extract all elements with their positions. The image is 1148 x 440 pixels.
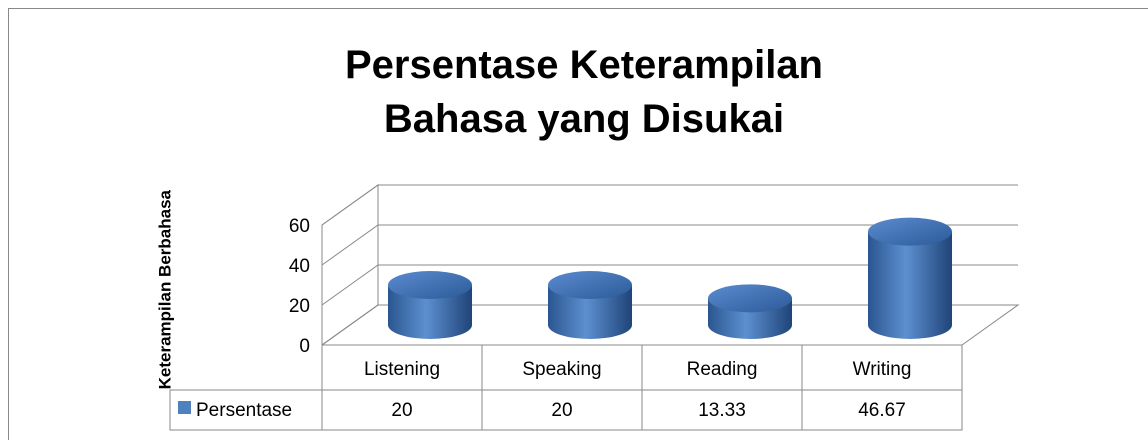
- grid-line: [321, 224, 1018, 266]
- table-cell: [801, 389, 963, 431]
- cylinder-top: [708, 284, 792, 313]
- legend-label: Persentase: [196, 400, 292, 421]
- x-tick-label: Listening: [364, 359, 440, 380]
- cylinder-top: [868, 217, 952, 246]
- cylinder: [388, 285, 472, 339]
- y-tick-label: 40: [289, 256, 310, 277]
- legend-key: [178, 401, 191, 414]
- chart-border: [8, 8, 1148, 440]
- chart-title: Persentase Keterampilan Bahasa yang Disu…: [344, 43, 823, 141]
- grid-line: [321, 304, 1018, 346]
- cylinder: [868, 231, 952, 339]
- cylinder-top: [388, 271, 472, 299]
- data-label: 46.67: [858, 400, 906, 421]
- grid-line: [321, 264, 1018, 306]
- cylinder-top: [548, 271, 632, 299]
- x-tick-label: Reading: [687, 359, 758, 380]
- y-tick-label: 20: [289, 296, 310, 317]
- data-label: 20: [551, 400, 572, 421]
- x-tick-label: Speaking: [522, 359, 601, 380]
- table-cell: [169, 389, 323, 431]
- y-axis-label: Keterampilan Berbahasa: [155, 189, 174, 389]
- data-label: 13.33: [698, 400, 746, 421]
- y-tick-label: 60: [289, 216, 310, 237]
- y-tick-label: 0: [299, 336, 310, 357]
- x-tick-label: Writing: [853, 359, 912, 380]
- cylinder: [548, 285, 632, 339]
- grid-line: [321, 184, 1018, 226]
- data-label: 20: [391, 400, 412, 421]
- side-wall: [321, 184, 379, 346]
